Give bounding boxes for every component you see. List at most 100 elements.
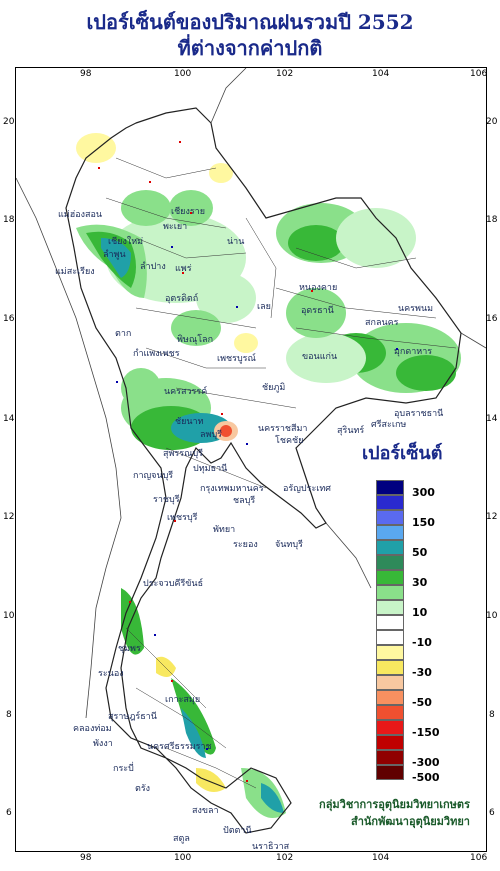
lat-tick-right: 14: [486, 414, 498, 424]
legend-swatch: [376, 690, 404, 705]
legend-label: 30: [412, 576, 428, 589]
legend-title: เปอร์เซ็นต์: [362, 443, 443, 464]
legend-label: 10: [412, 606, 428, 619]
legend-label: 300: [412, 486, 435, 499]
place-label: สุรินทร์: [337, 426, 365, 436]
place-label: แม่ฮ่องสอน: [58, 210, 103, 220]
place-label: หนองคาย: [299, 283, 338, 293]
lat-tick: 20: [3, 117, 15, 127]
lon-tick-bottom: 100: [174, 853, 192, 863]
place-label: นราธิวาส: [252, 842, 290, 852]
place-label: จันทบุรี: [275, 540, 303, 550]
lon-tick: 102: [276, 69, 294, 79]
credit-line2: สำนักพัฒนาอุตุนิยมวิทยา: [351, 815, 470, 828]
place-label: กาญจนบุรี: [133, 471, 174, 481]
place-label: อุดรธานี: [301, 306, 334, 316]
place-label: อุตรดิตถ์: [165, 294, 199, 304]
lat-tick: 12: [3, 512, 15, 522]
place-label: กระบี่: [113, 764, 134, 774]
place-label: ชุมพร: [118, 644, 141, 654]
lon-tick: 100: [174, 69, 192, 79]
lat-tick: 16: [3, 314, 15, 324]
place-label: น่าน: [227, 237, 245, 247]
place-label: ตาก: [115, 329, 132, 339]
place-label: เลย: [257, 302, 271, 312]
legend-swatch: [376, 630, 404, 645]
legend-label: -10: [412, 636, 432, 649]
lon-tick: 104: [372, 69, 390, 79]
place-label: นครพนม: [398, 304, 434, 314]
lon-tick-bottom: 104: [372, 853, 390, 863]
place-label: เพชรบุรี: [167, 513, 198, 523]
place-label: นครสวรรค์: [164, 387, 208, 397]
place-label: สงขลา: [192, 806, 219, 816]
legend-swatch: [376, 735, 404, 750]
lat-tick: 10: [3, 611, 15, 621]
legend-swatch: [376, 585, 404, 600]
title-line1: เปอร์เซ็นต์ของปริมาณฝนรวมปี 2552: [86, 10, 414, 34]
place-label: พัทยา: [213, 525, 236, 535]
legend-swatch: [376, 510, 404, 525]
place-label: เพชรบูรณ์: [217, 354, 256, 364]
place-label: ราชบุรี: [153, 495, 180, 505]
place-label: พังงา: [93, 739, 113, 749]
legend-swatch: [376, 645, 404, 660]
lat-tick-right: 16: [486, 314, 498, 324]
place-label: ลพบุรี: [200, 430, 222, 440]
lon-tick-bottom: 102: [276, 853, 294, 863]
legend-swatch: [376, 720, 404, 735]
place-label: สตูล: [173, 834, 190, 844]
place-label: อรัญประเทศ: [283, 484, 332, 494]
title-line2: ที่ต่างจากค่าปกติ: [177, 36, 323, 60]
place-label: กรุงเทพมหานคร: [200, 484, 264, 494]
place-label: คลองท่อม: [73, 724, 112, 734]
legend-label: -500: [412, 771, 440, 784]
place-label: พะเยา: [163, 222, 188, 232]
lat-tick: 18: [3, 215, 15, 225]
lon-tick: 98: [80, 69, 92, 79]
legend-swatch: [376, 540, 404, 555]
lat-tick-right: 20: [486, 117, 498, 127]
place-label: สุราษฎร์ธานี: [108, 712, 157, 722]
lat-tick: 14: [3, 414, 15, 424]
lat-tick: 8: [6, 710, 12, 720]
legend-label: 50: [412, 546, 428, 559]
legend-swatch: [376, 750, 404, 765]
legend-swatch: [376, 570, 404, 585]
place-label: เชียงใหม่: [108, 237, 144, 247]
lat-tick-right: 6: [489, 808, 495, 818]
rainfall-zones: [76, 133, 461, 818]
lat-tick: 6: [6, 808, 12, 818]
lon-tick-bottom: 106: [470, 853, 488, 863]
legend-swatch: [376, 705, 404, 720]
legend-swatch: [376, 525, 404, 540]
place-label: แพร่: [175, 264, 192, 274]
legend-swatch: [376, 480, 404, 495]
place-label: ปัตตานี: [223, 826, 252, 836]
place-label: พิษณุโลก: [177, 335, 214, 345]
lon-tick-bottom: 98: [80, 853, 92, 863]
lat-tick-right: 8: [489, 710, 495, 720]
legend-label: -30: [412, 666, 432, 679]
place-label: ปทุมธานี: [193, 464, 228, 474]
place-label: โชคชัย: [275, 436, 304, 446]
place-label: ระยอง: [233, 540, 258, 550]
credit-line1: กลุ่มวิชาการอุตุนิยมวิทยาเกษตร: [319, 798, 470, 811]
place-label: อุบลราชธานี: [394, 409, 444, 419]
place-label: ลำพูน: [103, 250, 126, 260]
place-label: นครราชสีมา: [258, 424, 308, 434]
map-canvas: [15, 67, 487, 834]
place-label: สุพรรณบุรี: [163, 449, 203, 459]
place-label: ชลบุรี: [233, 496, 256, 506]
legend-swatch: [376, 675, 404, 690]
place-label: ลำปาง: [140, 262, 166, 272]
place-label: กำแพงเพชร: [133, 349, 180, 359]
legend-swatch: [376, 555, 404, 570]
place-label: สกลนคร: [365, 318, 399, 328]
place-label: ประจวบคีรีขันธ์: [143, 579, 204, 589]
place-label: นครศรีธรรมราช: [147, 742, 212, 752]
legend-label: 150: [412, 516, 435, 529]
lon-tick: 106: [470, 69, 488, 79]
place-label: ศรีสะเกษ: [371, 420, 407, 430]
place-label: ระนอง: [98, 669, 124, 679]
